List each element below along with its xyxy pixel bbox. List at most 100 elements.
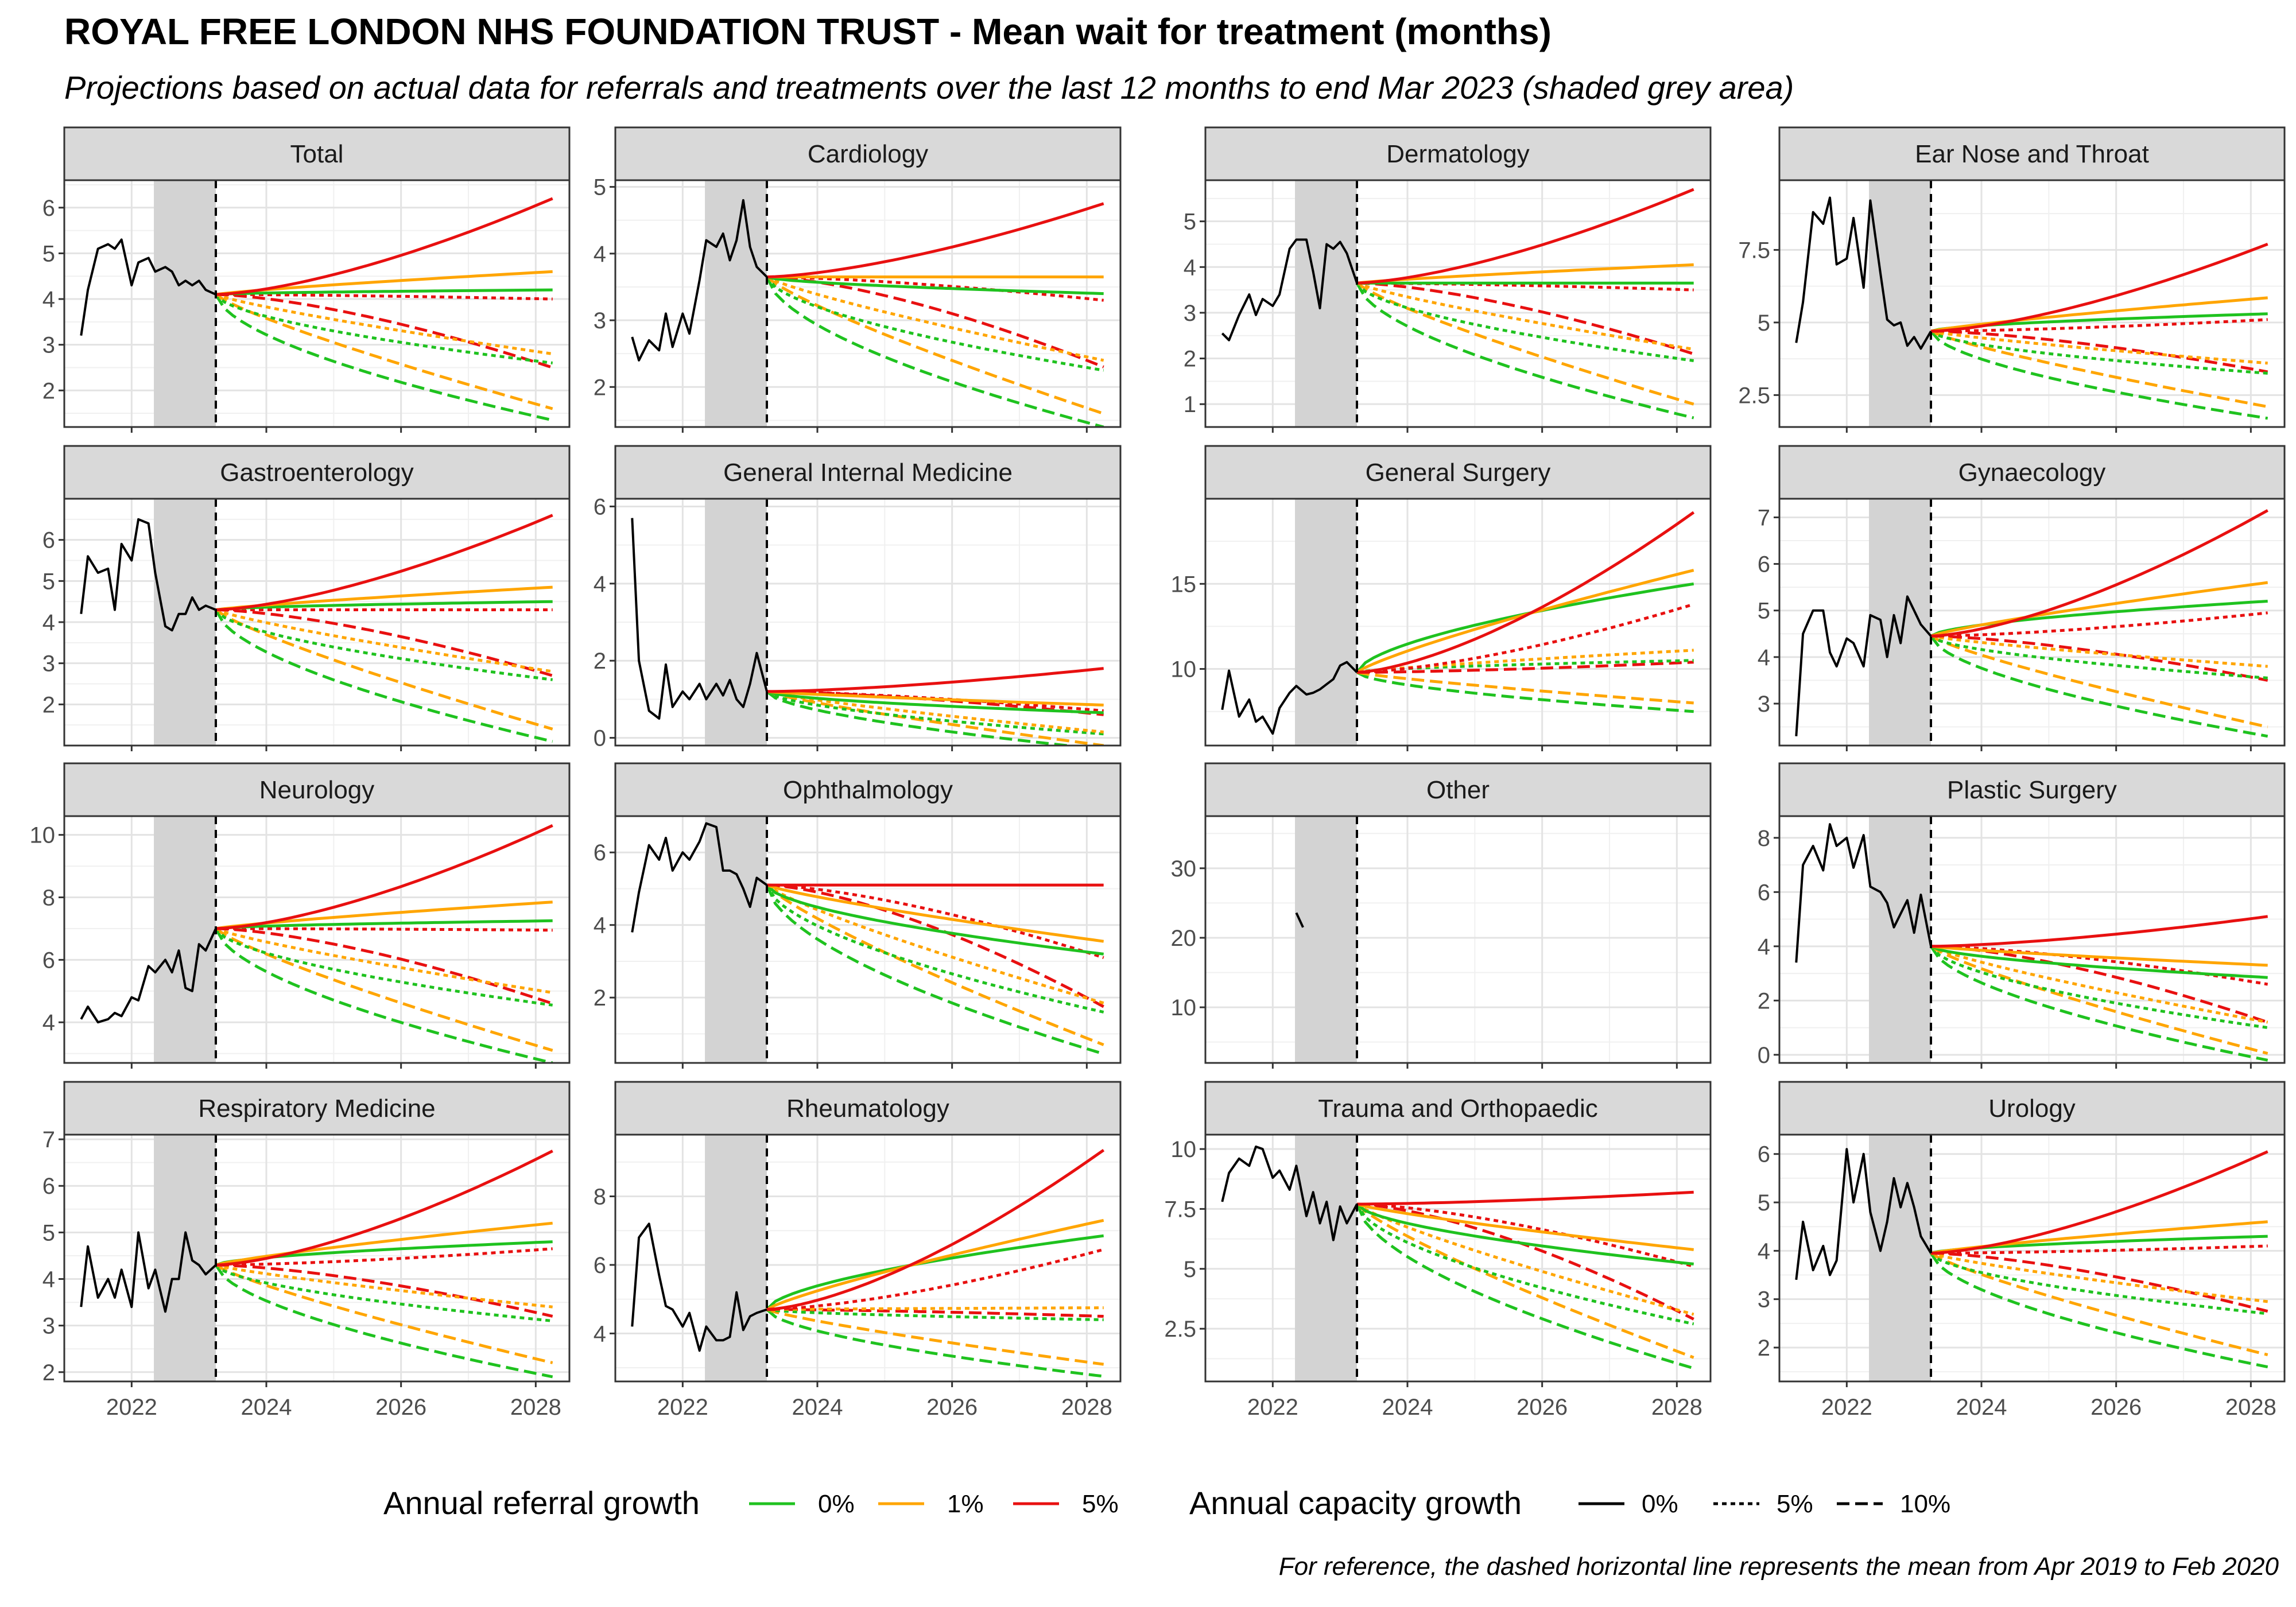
panel-border	[614, 815, 1122, 1064]
projection-line	[766, 690, 1104, 712]
projection-line	[1930, 1244, 2268, 1255]
projection-line	[766, 1234, 1104, 1311]
x-tick-label: 2028	[1651, 1395, 1702, 1420]
projection-line	[1929, 945, 2268, 1062]
projection-line	[215, 1247, 553, 1267]
x-tick-label: 2022	[1247, 1395, 1298, 1420]
x-tick-label: 2026	[375, 1395, 426, 1420]
projection-line	[1930, 945, 2268, 1024]
projection-line	[1930, 330, 2268, 420]
actual-series-line	[1795, 595, 1932, 736]
projection-line	[766, 690, 1104, 707]
facet-title: Other	[1426, 776, 1490, 804]
y-tick-label: 6	[42, 948, 55, 973]
facet-panel: Respiratory Medicine 2 3 4 5 6 7 2022 2024 2026 20…	[42, 1081, 571, 1420]
projection-line	[1930, 945, 2268, 967]
y-tick-label: 1	[1184, 392, 1196, 417]
y-tick-label: 7	[42, 1127, 55, 1152]
projection-group	[214, 514, 553, 743]
y-tick-label: 2	[594, 375, 606, 400]
legend-label-referral: 5%	[1082, 1490, 1119, 1518]
shaded-period	[705, 180, 767, 427]
projection-line	[215, 927, 553, 932]
x-tick-label: 2024	[1382, 1395, 1433, 1420]
facet-panel: Ear Nose and Throat 2.5 5 7.5	[1738, 126, 2286, 433]
actual-series-line	[1221, 1145, 1358, 1241]
x-tick-label: 2022	[106, 1395, 157, 1420]
projection-line	[766, 690, 1081, 746]
facet-title: Total	[290, 140, 344, 168]
facet-panel: Cardiology 2 3 4 5	[594, 126, 1122, 433]
chart-subtitle: Projections based on actual data for ref…	[64, 69, 1794, 106]
y-tick-label: 3	[42, 333, 55, 358]
y-tick-label: 4	[42, 287, 55, 312]
projection-line	[1930, 1252, 2268, 1313]
projection-line	[1356, 603, 1694, 674]
projection-line	[215, 600, 553, 611]
projection-line	[215, 608, 553, 681]
shaded-period	[1295, 816, 1357, 1063]
panel-border	[614, 179, 1122, 428]
y-tick-label: 4	[1758, 645, 1770, 670]
projection-line	[766, 202, 1104, 278]
y-tick-label: 5	[42, 241, 55, 266]
projection-line	[1930, 329, 2268, 374]
shaded-period	[705, 816, 767, 1063]
y-tick-label: 10	[1171, 995, 1197, 1020]
projection-line	[1930, 915, 2268, 948]
actual-series-line	[80, 928, 217, 1024]
y-tick-label: 5	[42, 1220, 55, 1245]
projection-group	[1929, 915, 2268, 1062]
facet-strip	[1778, 126, 2286, 181]
legend-label-capacity: 10%	[1900, 1490, 1950, 1518]
y-tick-label: 3	[42, 1314, 55, 1339]
facet-strip	[63, 1081, 571, 1136]
y-tick-label: 2	[594, 985, 606, 1011]
projection-line	[1930, 1150, 2268, 1255]
panel-border	[614, 498, 1122, 747]
projection-line	[215, 824, 553, 930]
facet-title: Respiratory Medicine	[198, 1094, 435, 1123]
projection-line	[1930, 945, 2268, 1055]
y-tick-label: 4	[594, 242, 606, 267]
y-tick-label: 30	[1171, 856, 1197, 882]
y-tick-label: 3	[42, 651, 55, 677]
actual-series-line	[80, 238, 216, 336]
y-tick-label: 2	[1758, 988, 1770, 1014]
projection-line	[1356, 1202, 1694, 1268]
plot-background	[1205, 499, 1711, 746]
projection-line	[215, 608, 553, 677]
projection-line	[215, 927, 553, 1007]
facet-strip	[614, 1081, 1122, 1136]
projection-line	[766, 883, 1104, 943]
shaded-period	[1869, 499, 1931, 746]
facet-panel: Rheumatology 4 6 8 2022 2024 2026 2028	[594, 1081, 1122, 1420]
projection-line	[1356, 1202, 1694, 1251]
y-tick-label: 6	[594, 840, 606, 865]
projection-line	[766, 275, 1104, 372]
facet-title: Neurology	[259, 776, 375, 804]
projection-line	[1356, 671, 1694, 705]
projection-line	[215, 919, 553, 930]
facet-title: Cardiology	[808, 140, 928, 168]
projection-line	[215, 927, 553, 1052]
projection-line	[1356, 281, 1694, 355]
projection-line	[215, 608, 553, 731]
projection-line	[1355, 1204, 1694, 1370]
plot-background	[1779, 1135, 2285, 1381]
projection-group	[1355, 188, 1694, 420]
y-tick-label: 6	[1758, 1142, 1770, 1167]
x-tick-label: 2028	[2225, 1395, 2276, 1420]
shaded-period	[154, 1135, 216, 1381]
y-tick-label: 5	[42, 569, 55, 594]
facet-panel: General Internal Medicine 0 2 4 6	[594, 445, 1122, 751]
y-tick-label: 7	[1758, 505, 1770, 530]
projection-line	[215, 293, 553, 410]
y-tick-label: 5	[594, 175, 606, 200]
facet-strip	[1204, 762, 1712, 817]
projection-line	[215, 1221, 553, 1267]
projection-group	[765, 202, 1104, 427]
facet-title: Trauma and Orthopaedic	[1318, 1094, 1598, 1123]
facet-panel: Ophthalmology 2 4 6	[594, 762, 1122, 1069]
shaded-period	[1295, 499, 1357, 746]
